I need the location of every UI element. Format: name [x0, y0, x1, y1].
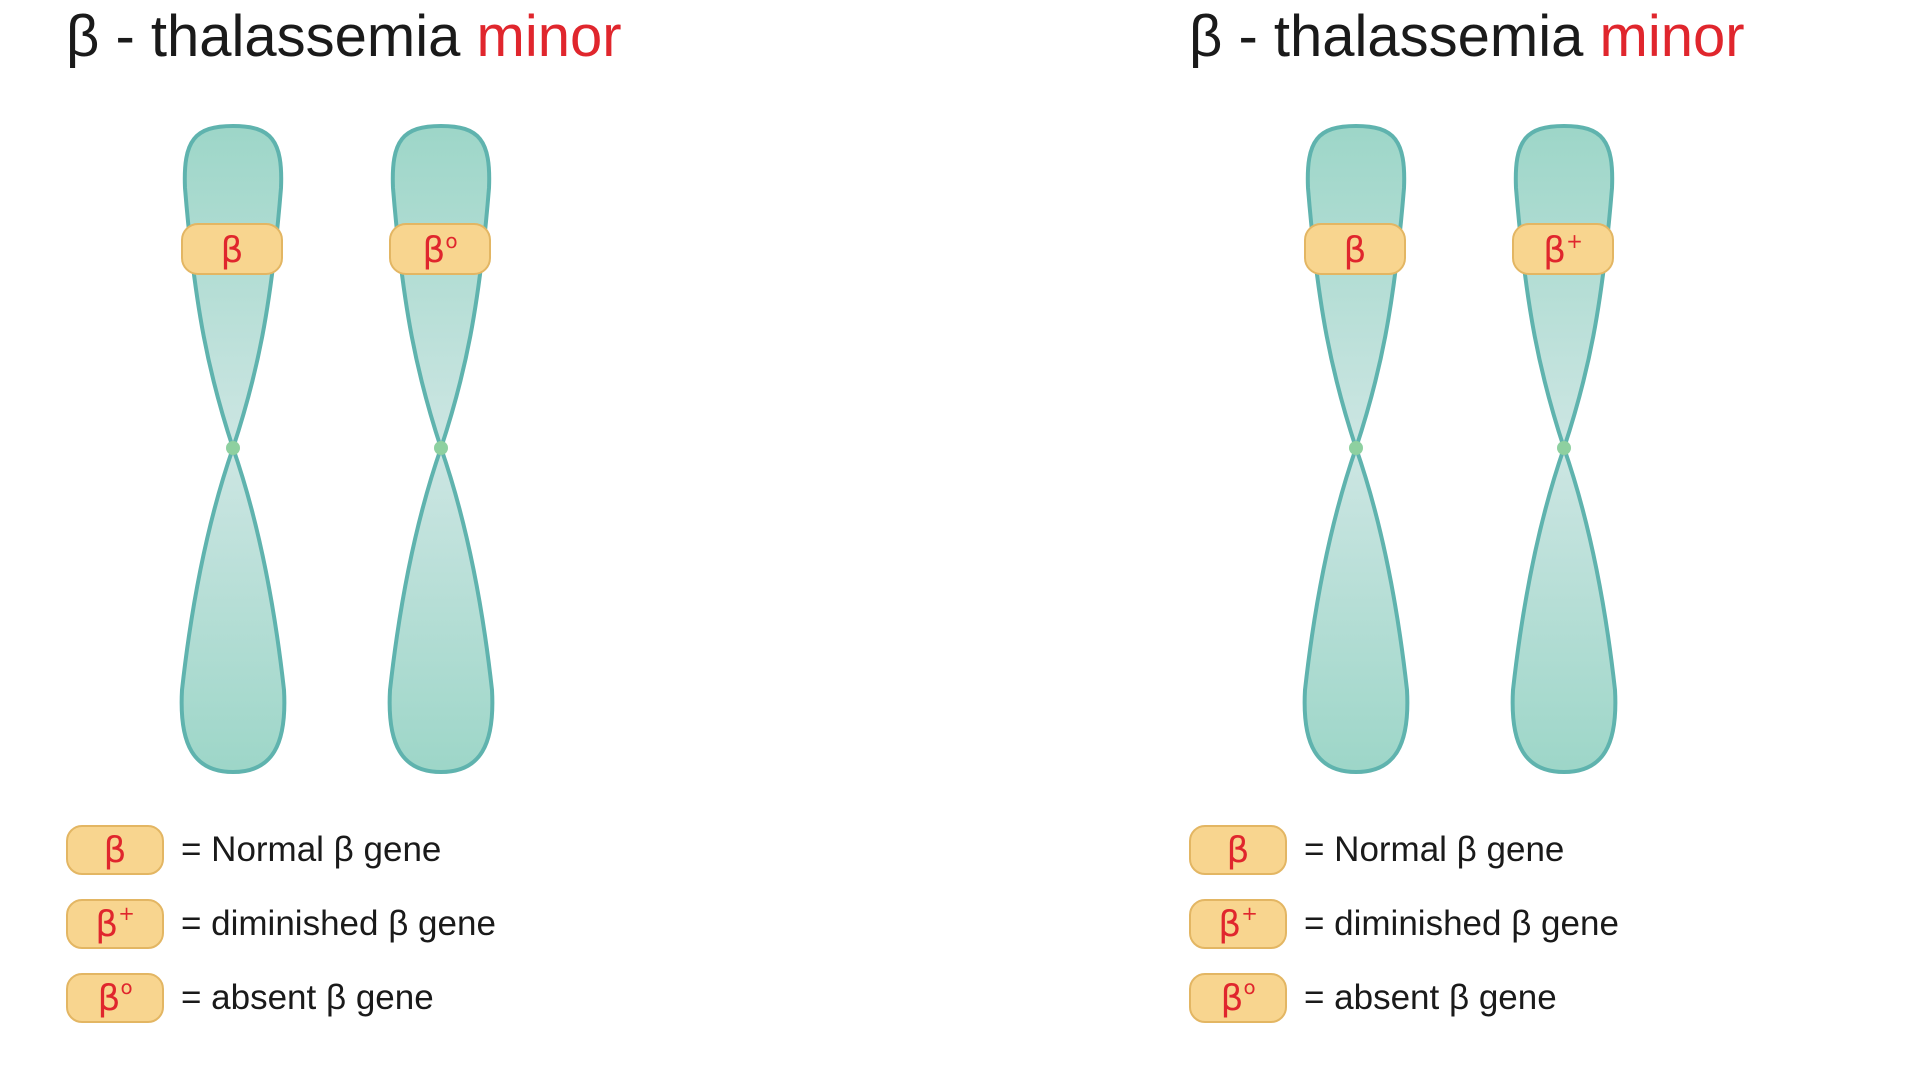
legend: β = Normal β gene β + = diminished β gene…: [1189, 824, 1619, 1046]
chromosome-normal: β: [1302, 123, 1410, 775]
legend-badge: β +: [1189, 899, 1287, 949]
title-prefix: β - thalassemia: [66, 4, 477, 69]
gene-band-label: βo: [422, 229, 457, 271]
legend-text: = diminished β gene: [1304, 904, 1619, 943]
centromere: [1349, 441, 1363, 455]
chromosome-upper-arm: [182, 123, 284, 455]
gene-band: [181, 223, 283, 275]
gene-band: [389, 223, 491, 275]
legend-text: = absent β gene: [181, 978, 434, 1017]
chromosome-lower-arm: [1302, 441, 1410, 775]
panel-title: β - thalassemia minor: [66, 2, 622, 72]
legend-text: = absent β gene: [1304, 978, 1557, 1017]
legend: β = Normal β gene β + = diminished β gene…: [66, 824, 496, 1046]
panel-left: β - thalassemia minor β βo β = Normal β …: [66, 2, 622, 1046]
gene-band-label: β: [221, 230, 244, 271]
title-prefix: β - thalassemia: [1189, 4, 1600, 69]
gene-band: [1512, 223, 1614, 275]
gene-band: [1304, 223, 1406, 275]
chromosome-lower-arm: [387, 441, 495, 775]
legend-text: = diminished β gene: [181, 904, 496, 943]
chromosome-normal: β: [179, 123, 287, 775]
chromosome-upper-arm: [1305, 123, 1407, 455]
gene-band-label: β: [1344, 230, 1367, 271]
legend-item-normal: β = Normal β gene: [1189, 824, 1619, 876]
chromosome-mutant: β+: [1510, 123, 1618, 775]
legend-badge: β +: [66, 899, 164, 949]
centromere: [226, 441, 240, 455]
legend-text: = Normal β gene: [1304, 830, 1565, 869]
legend-item-diminished: β + = diminished β gene: [1189, 898, 1619, 950]
centromere: [1557, 441, 1571, 455]
legend-item-normal: β = Normal β gene: [66, 824, 496, 876]
gene-band-label: β+: [1543, 229, 1583, 271]
legend-badge: β: [66, 825, 164, 875]
title-accent: minor: [476, 4, 622, 69]
title-accent: minor: [1599, 4, 1745, 69]
chromosome-upper-arm: [390, 123, 492, 455]
chromosome-pair: β βo: [179, 123, 495, 775]
chromosome-lower-arm: [179, 441, 287, 775]
centromere: [434, 441, 448, 455]
legend-badge: β: [1189, 825, 1287, 875]
legend-text: = Normal β gene: [181, 830, 442, 869]
panel-title: β - thalassemia minor: [1189, 2, 1745, 72]
chromosome-upper-arm: [1513, 123, 1615, 455]
panel-right: β - thalassemia minor β β+ β = Normal β …: [960, 0, 1920, 1080]
chromosome-pair: β β+: [1302, 123, 1618, 775]
legend-item-diminished: β + = diminished β gene: [66, 898, 496, 950]
chromosome-mutant: βo: [387, 123, 495, 775]
chromosome-lower-arm: [1510, 441, 1618, 775]
